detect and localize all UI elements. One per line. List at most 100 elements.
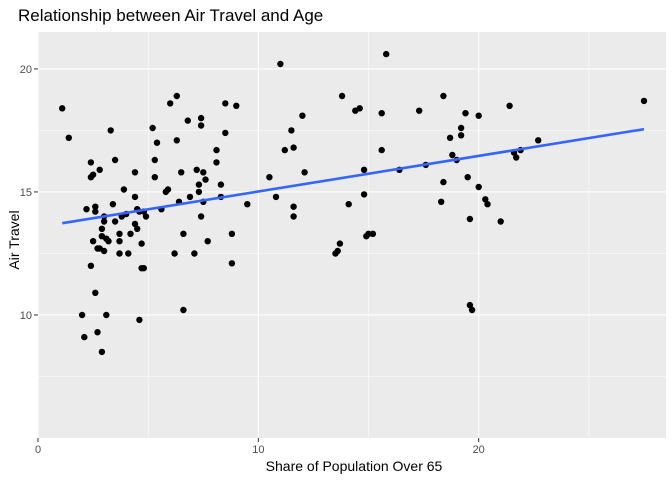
data-point bbox=[140, 265, 147, 272]
data-point bbox=[360, 166, 368, 173]
data-point bbox=[345, 201, 352, 208]
data-point bbox=[466, 215, 474, 223]
data-point bbox=[180, 230, 187, 237]
data-point bbox=[131, 193, 139, 201]
data-point bbox=[299, 112, 306, 119]
data-point bbox=[78, 311, 86, 319]
data-point bbox=[131, 169, 139, 176]
data-point bbox=[83, 206, 90, 213]
data-point bbox=[153, 139, 161, 146]
data-point bbox=[290, 213, 297, 220]
x-tick-label: 10 bbox=[252, 444, 264, 456]
data-point bbox=[149, 124, 156, 132]
data-point bbox=[365, 230, 372, 237]
data-point bbox=[89, 171, 97, 178]
data-point bbox=[200, 169, 207, 176]
data-point bbox=[184, 117, 191, 124]
x-axis-title: Share of Population Over 65 bbox=[266, 458, 443, 474]
data-point bbox=[87, 159, 95, 166]
data-point bbox=[100, 247, 108, 255]
data-point bbox=[369, 230, 377, 237]
data-point bbox=[440, 178, 447, 186]
data-point bbox=[233, 102, 240, 110]
y-tick-label: 10 bbox=[20, 310, 32, 322]
data-point bbox=[167, 100, 174, 107]
data-point bbox=[336, 240, 344, 247]
data-point bbox=[125, 250, 132, 257]
data-point bbox=[92, 203, 99, 210]
data-point bbox=[180, 306, 187, 314]
data-point bbox=[482, 196, 489, 203]
y-axis: 10 15 20 bbox=[20, 64, 38, 322]
data-point bbox=[338, 92, 346, 100]
data-point bbox=[464, 174, 471, 181]
data-point bbox=[59, 105, 66, 112]
data-point bbox=[513, 154, 520, 161]
data-point bbox=[116, 230, 123, 237]
data-point bbox=[475, 183, 482, 191]
data-point bbox=[222, 100, 229, 107]
data-point bbox=[228, 260, 236, 267]
data-point bbox=[466, 301, 474, 309]
data-point bbox=[173, 137, 180, 144]
data-point bbox=[65, 134, 73, 141]
data-point bbox=[87, 262, 95, 269]
data-point bbox=[178, 169, 185, 176]
data-point bbox=[96, 166, 103, 173]
data-point bbox=[197, 122, 205, 129]
data-point bbox=[356, 105, 363, 112]
data-point bbox=[640, 97, 648, 105]
data-point bbox=[449, 151, 456, 159]
data-point bbox=[136, 316, 143, 324]
data-point bbox=[89, 238, 97, 245]
data-point bbox=[151, 174, 158, 181]
data-point bbox=[378, 110, 385, 117]
data-point bbox=[497, 218, 504, 225]
data-point bbox=[202, 176, 209, 183]
data-point bbox=[266, 174, 273, 181]
data-point bbox=[111, 218, 119, 225]
data-point bbox=[191, 250, 198, 257]
data-point bbox=[288, 127, 295, 134]
data-point bbox=[197, 213, 205, 220]
data-points bbox=[59, 50, 648, 356]
data-point bbox=[111, 156, 119, 164]
data-point bbox=[195, 188, 203, 196]
data-point bbox=[142, 213, 150, 220]
data-point bbox=[360, 191, 368, 198]
data-point bbox=[213, 159, 220, 166]
data-point bbox=[213, 146, 220, 154]
data-point bbox=[195, 181, 203, 188]
plot-panel bbox=[38, 32, 666, 438]
y-tick-label: 20 bbox=[20, 64, 32, 76]
x-axis: 0 10 20 bbox=[35, 438, 485, 456]
data-point bbox=[290, 144, 297, 151]
data-point bbox=[383, 50, 390, 58]
data-point bbox=[440, 92, 447, 100]
data-point bbox=[484, 201, 491, 208]
x-tick-label: 0 bbox=[35, 444, 41, 456]
data-point bbox=[109, 201, 117, 208]
data-point bbox=[217, 181, 225, 188]
y-axis-title: Air Travel bbox=[6, 210, 22, 269]
data-point bbox=[120, 186, 128, 193]
data-point bbox=[171, 250, 178, 257]
data-point bbox=[457, 132, 465, 139]
data-point bbox=[506, 102, 513, 110]
data-point bbox=[134, 225, 141, 232]
major-gridlines bbox=[37, 32, 666, 438]
data-point bbox=[197, 114, 205, 122]
data-point bbox=[105, 238, 112, 245]
data-point bbox=[116, 238, 123, 245]
data-point bbox=[378, 146, 385, 154]
data-point bbox=[131, 220, 139, 228]
data-point bbox=[301, 169, 308, 176]
data-point bbox=[98, 348, 106, 356]
data-point bbox=[290, 203, 297, 210]
trend-line bbox=[62, 127, 645, 225]
data-point bbox=[103, 311, 110, 319]
data-point bbox=[127, 230, 134, 237]
data-point bbox=[244, 201, 251, 208]
data-point bbox=[468, 306, 476, 314]
